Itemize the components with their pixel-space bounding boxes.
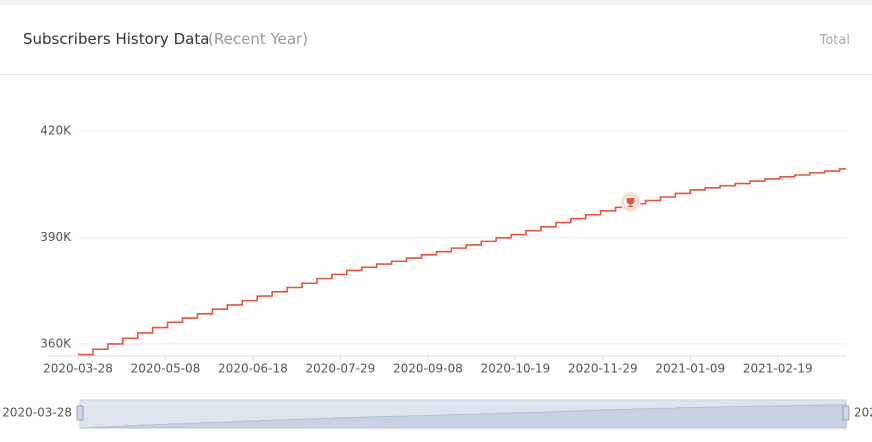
total-tab[interactable]: Total (819, 33, 850, 48)
zoom-start-label: 2020-03-28 (2, 406, 72, 420)
x-tick-label: 2021-02-19 (743, 362, 813, 376)
zoom-end-label: 2021-03-23 (854, 406, 872, 420)
milestone-trophy (626, 197, 635, 207)
card-title: Subscribers History Data (23, 30, 210, 48)
top-strip (0, 0, 872, 5)
subscriber-line (78, 168, 846, 356)
milestone-halo (620, 191, 641, 212)
y-tick-label: 390K (40, 230, 72, 244)
x-tick-label: 2020-03-28 (43, 362, 113, 376)
x-tick-label: 2020-11-29 (568, 362, 638, 376)
card-subtitle: (Recent Year) (208, 30, 309, 48)
x-tick-label: 2021-01-09 (655, 362, 725, 376)
x-tick-label: 2020-05-08 (131, 362, 201, 376)
zoom-shadow (79, 404, 847, 429)
zoom-handle[interactable] (842, 405, 850, 421)
x-tick-label: 2020-09-08 (393, 362, 463, 376)
zoom-slider (79, 399, 847, 429)
x-tick-label: 2020-10-19 (480, 362, 550, 376)
milestone-marker (623, 194, 639, 210)
y-tick-label: 420K (40, 124, 72, 138)
zoom-handle[interactable] (76, 405, 84, 421)
header: Subscribers History Data (Recent Year) T… (0, 5, 872, 75)
y-tick-label: 360K (40, 336, 72, 350)
x-tick-label: 2020-06-18 (218, 362, 288, 376)
x-tick-label: 2020-07-29 (306, 362, 376, 376)
